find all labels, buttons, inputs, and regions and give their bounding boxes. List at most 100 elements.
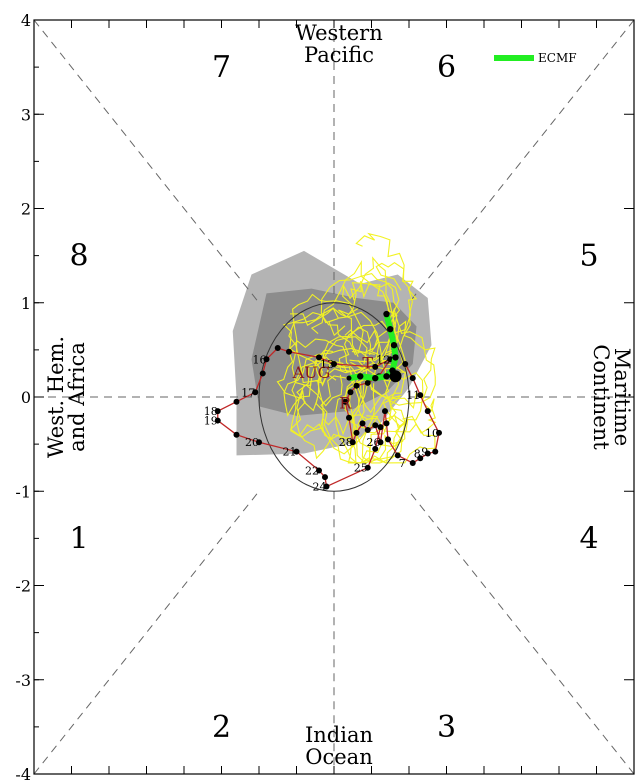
- observed-point: [377, 439, 384, 446]
- ecmf-forecast-track: [346, 310, 402, 383]
- observed-point: [359, 420, 366, 427]
- day-label: 11: [406, 389, 420, 402]
- observed-point: [316, 354, 322, 361]
- ensemble-member: [282, 311, 357, 407]
- observed-point: [274, 344, 281, 351]
- ensemble-member: [338, 282, 400, 367]
- ensemble-member: [363, 307, 436, 406]
- observed-point: [409, 375, 416, 382]
- day-label: 21: [283, 446, 297, 459]
- ensemble-member: [355, 375, 436, 464]
- observed-point: [364, 426, 371, 433]
- ensemble-member: [351, 371, 403, 464]
- observed-point: [323, 483, 330, 490]
- y-tick-label: -1: [15, 482, 31, 501]
- region-top-line1: Western: [295, 21, 383, 45]
- ensemble-member: [276, 338, 359, 412]
- phase-label: 7: [212, 50, 231, 85]
- ecmf-start-point: [389, 370, 402, 383]
- observed-point: [331, 361, 337, 368]
- diag-se: [408, 490, 635, 775]
- y-tick-label: 2: [21, 200, 31, 219]
- y-tick-label: 0: [21, 388, 31, 407]
- diag-ne: [408, 19, 635, 304]
- day-label: 26: [367, 436, 381, 449]
- ecmf-point: [390, 341, 398, 349]
- region-bottom-line1: Indian: [305, 723, 373, 747]
- observed-point: [432, 448, 439, 455]
- observed-point: [233, 398, 240, 405]
- observed-point: [364, 379, 371, 386]
- observed-point: [436, 429, 442, 436]
- y-tick-label: 1: [21, 294, 31, 313]
- phase-diagonal-lines: [33, 19, 635, 775]
- observed-point: [377, 424, 384, 431]
- day-label: 9: [421, 446, 428, 459]
- phase-label: 1: [69, 521, 88, 556]
- observed-point: [364, 464, 371, 471]
- observed-point: [252, 389, 259, 396]
- observed-point: [372, 363, 379, 370]
- phase-label: 6: [437, 50, 456, 85]
- day-label: 8: [414, 448, 421, 461]
- observed-point: [417, 392, 424, 399]
- phase-label: 2: [212, 710, 231, 745]
- day-label: 17: [241, 386, 255, 399]
- day-label: 16: [253, 353, 267, 366]
- unit-circle-line: [258, 302, 410, 492]
- y-tick-label: 4: [21, 11, 31, 30]
- region-bottom-line2: Ocean: [305, 745, 372, 769]
- observed-point: [383, 420, 390, 427]
- observed-line: [217, 347, 440, 488]
- ecmf-point: [372, 374, 379, 382]
- region-right-line2: Continent: [589, 344, 613, 450]
- observed-point: [402, 361, 409, 368]
- month-label: T: [362, 354, 373, 373]
- y-tick-label: 3: [21, 105, 31, 124]
- ecmf-point: [346, 375, 352, 381]
- ecmf-point: [383, 310, 390, 318]
- observed-point: [293, 448, 300, 455]
- day-label: 24: [313, 481, 327, 494]
- observed-point: [424, 450, 431, 457]
- day-label: 25: [354, 462, 368, 475]
- observed-point: [322, 474, 328, 481]
- day-label: 28: [339, 436, 353, 449]
- observed-point: [382, 408, 388, 415]
- day-label: 13: [320, 358, 334, 371]
- phase-label: 8: [69, 239, 88, 274]
- observed-point: [417, 455, 424, 462]
- observed-point: [256, 439, 262, 446]
- day-label: 10: [425, 427, 439, 440]
- region-left-line2: and Africa: [65, 342, 89, 452]
- ensemble-member: [290, 336, 368, 437]
- phase-label: 3: [437, 710, 456, 745]
- ensemble-member: [283, 347, 375, 417]
- observed-point: [372, 422, 379, 429]
- observed-point: [353, 429, 360, 436]
- region-top-line2: Pacific: [304, 43, 374, 67]
- observed-point: [394, 452, 401, 459]
- legend: ECMF: [494, 51, 577, 65]
- observed-point: [259, 370, 266, 377]
- observed-point: [353, 382, 360, 389]
- diag-sw: [33, 490, 260, 775]
- region-left-line1: West. Hem.: [44, 336, 68, 458]
- ensemble-member: [295, 356, 354, 460]
- observed-point: [286, 348, 292, 355]
- observed-point: [316, 467, 322, 474]
- observed-point: [342, 398, 349, 405]
- observed-point: [372, 445, 379, 452]
- y-tick-label: -4: [15, 765, 31, 784]
- month-label: R: [339, 393, 352, 412]
- observed-point: [347, 389, 354, 396]
- ensemble-member: [342, 256, 397, 363]
- month-label: AUG: [292, 363, 331, 382]
- observed-point: [385, 436, 391, 443]
- ecmf-point: [392, 354, 399, 361]
- ensemble-member: [350, 281, 407, 382]
- observed-point: [263, 356, 270, 363]
